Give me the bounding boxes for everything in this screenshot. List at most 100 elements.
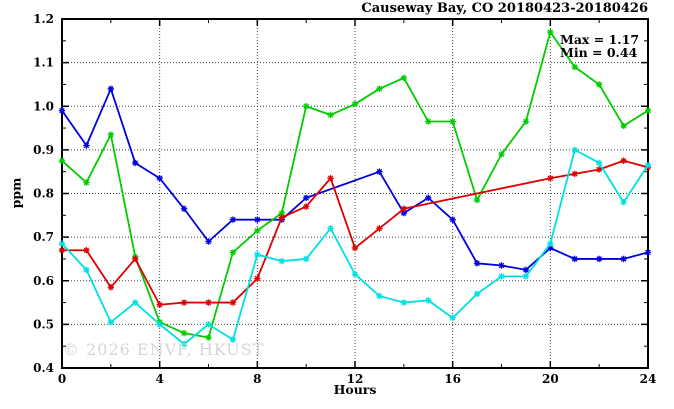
marker-green-line (620, 123, 627, 129)
marker-cyan-line (205, 321, 212, 328)
marker-red-line (83, 247, 90, 253)
y-axis-title: ppm (8, 177, 24, 209)
y-tick-label: 1.1 (33, 56, 54, 70)
marker-red-line (596, 166, 602, 173)
marker-cyan-line (327, 225, 334, 232)
marker-blue-line (449, 216, 456, 223)
marker-blue-line (376, 168, 383, 175)
marker-green-line (376, 86, 383, 92)
marker-red-line (230, 299, 236, 306)
marker-blue-line (303, 195, 309, 201)
marker-green-line (205, 334, 212, 341)
x-axis-title: Hours (333, 382, 377, 397)
x-tick-label: 8 (253, 372, 261, 386)
marker-red-line (132, 256, 139, 262)
marker-red-line (571, 171, 578, 177)
marker-blue-line (596, 256, 602, 262)
marker-blue-line (108, 86, 114, 92)
marker-red-line (59, 247, 65, 253)
marker-blue-line (474, 260, 480, 267)
y-tick-label: 1.0 (33, 99, 54, 113)
marker-green-line (83, 179, 90, 186)
chart-title: Causeway Bay, CO 20180423-20180426 (361, 1, 648, 16)
marker-green-line (108, 131, 114, 138)
marker-cyan-line (352, 271, 358, 277)
marker-red-line (108, 284, 114, 291)
marker-red-line (205, 299, 212, 306)
marker-blue-line (425, 195, 432, 201)
marker-blue-line (156, 175, 163, 181)
marker-blue-line (181, 206, 187, 212)
marker-cyan-line (59, 240, 65, 247)
max-value-label: Max = 1.17 (560, 32, 640, 47)
marker-cyan-line (303, 256, 309, 262)
y-tick-label: 0.5 (33, 317, 54, 331)
marker-green-line (230, 249, 236, 256)
marker-blue-line (205, 238, 212, 245)
max-min-annotation: Max = 1.17 Min = 0.44 (560, 33, 639, 59)
marker-cyan-line (645, 162, 651, 168)
marker-blue-line (132, 160, 139, 166)
marker-blue-line (645, 249, 651, 256)
marker-cyan-line (596, 160, 602, 166)
marker-blue-line (401, 210, 407, 216)
marker-green-line (401, 75, 407, 81)
x-tick-label: 12 (347, 372, 364, 386)
marker-green-line (327, 112, 334, 118)
marker-green-line (59, 158, 65, 164)
marker-green-line (596, 81, 602, 88)
marker-blue-line (620, 256, 627, 262)
x-tick-label: 24 (640, 372, 657, 386)
marker-green-line (523, 118, 529, 125)
marker-green-line (352, 101, 358, 107)
marker-cyan-line (108, 319, 114, 325)
marker-green-line (425, 118, 432, 125)
marker-blue-line (523, 267, 529, 273)
marker-blue-line (83, 142, 90, 149)
x-tick-label: 20 (542, 372, 559, 386)
marker-cyan-line (230, 336, 236, 343)
marker-cyan-line (571, 147, 578, 153)
marker-red-line (401, 206, 407, 212)
marker-green-line (547, 29, 554, 35)
marker-red-line (327, 175, 334, 181)
x-tick-label: 16 (444, 372, 461, 386)
marker-cyan-line (254, 251, 261, 258)
marker-red-line (254, 275, 261, 282)
marker-cyan-line (401, 299, 407, 306)
marker-cyan-line (156, 321, 163, 328)
y-tick-label: 0.4 (33, 361, 54, 375)
marker-green-line (498, 151, 505, 157)
marker-blue-line (230, 216, 236, 223)
marker-green-line (571, 64, 578, 70)
marker-red-line (620, 158, 627, 164)
x-tick-label: 4 (155, 372, 163, 386)
y-tick-label: 0.8 (33, 187, 54, 201)
marker-blue-line (498, 262, 505, 269)
marker-red-line (352, 245, 358, 251)
marker-cyan-line (474, 291, 480, 297)
marker-blue-line (547, 245, 554, 251)
x-tick-label: 0 (58, 372, 66, 386)
marker-cyan-line (181, 341, 187, 347)
min-value-label: Min = 0.44 (560, 45, 638, 60)
marker-blue-line (571, 256, 578, 262)
marker-cyan-line (620, 199, 627, 205)
marker-cyan-line (278, 258, 285, 264)
marker-green-line (645, 107, 651, 114)
y-tick-label: 0.7 (33, 230, 54, 244)
marker-green-line (181, 330, 187, 336)
marker-red-line (376, 225, 383, 232)
marker-green-line (278, 210, 285, 216)
marker-cyan-line (547, 240, 554, 247)
y-tick-label: 0.6 (33, 274, 54, 288)
marker-red-line (181, 299, 187, 306)
marker-cyan-line (83, 267, 90, 273)
marker-blue-line (59, 107, 65, 114)
marker-red-line (303, 203, 309, 210)
marker-red-line (547, 175, 554, 181)
marker-red-line (156, 301, 163, 308)
marker-blue-line (254, 216, 261, 223)
